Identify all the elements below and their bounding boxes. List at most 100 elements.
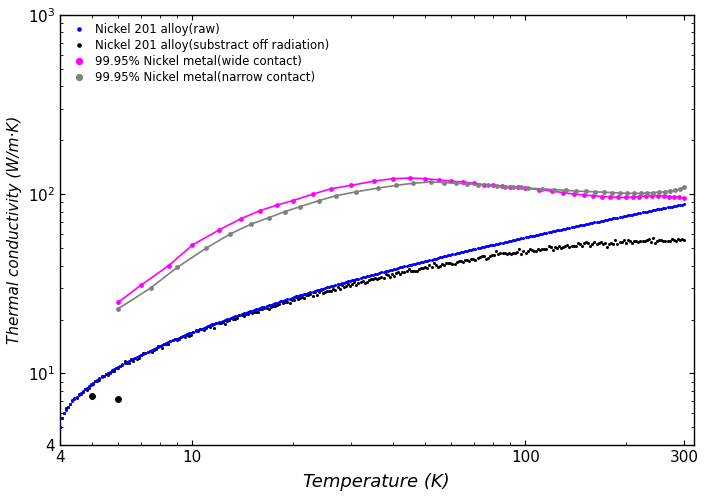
Nickel 201 alloy(substract off radiation): [621, 241, 630, 247]
99.95% Nickel metal(narrow contact): [660, 189, 669, 195]
99.95% Nickel metal(wide contact): [598, 194, 607, 200]
99.95% Nickel metal(wide contact): [448, 178, 456, 184]
99.95% Nickel metal(narrow contact): [202, 245, 211, 251]
Nickel 201 alloy(raw): [582, 221, 590, 227]
Nickel 201 alloy(substract off radiation): [56, 424, 64, 430]
99.95% Nickel metal(narrow contact): [676, 186, 684, 192]
99.95% Nickel metal(wide contact): [580, 192, 588, 198]
99.95% Nickel metal(wide contact): [570, 191, 578, 197]
99.95% Nickel metal(wide contact): [606, 194, 614, 200]
99.95% Nickel metal(narrow contact): [247, 221, 255, 227]
99.95% Nickel metal(narrow contact): [452, 180, 460, 186]
99.95% Nickel metal(wide contact): [614, 194, 622, 200]
99.95% Nickel metal(wide contact): [670, 194, 679, 200]
99.95% Nickel metal(wide contact): [489, 182, 497, 188]
Y-axis label: Thermal conductivity (W/m·K): Thermal conductivity (W/m·K): [7, 116, 22, 344]
99.95% Nickel metal(wide contact): [535, 187, 544, 193]
99.95% Nickel metal(wide contact): [675, 194, 684, 200]
99.95% Nickel metal(wide contact): [347, 182, 356, 188]
99.95% Nickel metal(wide contact): [214, 227, 223, 233]
99.95% Nickel metal(wide contact): [506, 184, 515, 190]
99.95% Nickel metal(narrow contact): [426, 179, 435, 185]
99.95% Nickel metal(narrow contact): [630, 190, 638, 196]
99.95% Nickel metal(narrow contact): [616, 190, 624, 196]
99.95% Nickel metal(narrow contact): [484, 182, 492, 188]
99.95% Nickel metal(wide contact): [188, 242, 197, 248]
99.95% Nickel metal(wide contact): [547, 188, 556, 194]
99.95% Nickel metal(wide contact): [635, 194, 643, 200]
Line: 99.95% Nickel metal(wide contact): 99.95% Nickel metal(wide contact): [116, 176, 686, 305]
Nickel 201 alloy(substract off radiation): [58, 415, 66, 421]
99.95% Nickel metal(wide contact): [514, 184, 522, 190]
99.95% Nickel metal(wide contact): [308, 191, 317, 197]
99.95% Nickel metal(wide contact): [369, 178, 378, 184]
99.95% Nickel metal(narrow contact): [509, 184, 518, 190]
99.95% Nickel metal(narrow contact): [655, 189, 663, 195]
Nickel 201 alloy(substract off radiation): [582, 239, 590, 245]
99.95% Nickel metal(wide contact): [589, 193, 597, 199]
99.95% Nickel metal(wide contact): [165, 262, 173, 268]
99.95% Nickel metal(wide contact): [389, 176, 397, 182]
99.95% Nickel metal(wide contact): [136, 282, 145, 288]
99.95% Nickel metal(narrow contact): [600, 189, 608, 195]
X-axis label: Temperature (K): Temperature (K): [303, 473, 450, 491]
99.95% Nickel metal(narrow contact): [281, 209, 289, 215]
99.95% Nickel metal(wide contact): [435, 177, 443, 183]
99.95% Nickel metal(wide contact): [459, 179, 467, 185]
99.95% Nickel metal(wide contact): [237, 216, 245, 222]
99.95% Nickel metal(narrow contact): [409, 180, 417, 186]
99.95% Nickel metal(narrow contact): [537, 186, 546, 192]
99.95% Nickel metal(narrow contact): [173, 264, 181, 270]
99.95% Nickel metal(narrow contact): [440, 180, 448, 186]
99.95% Nickel metal(wide contact): [648, 193, 656, 199]
99.95% Nickel metal(narrow contact): [501, 184, 510, 190]
Legend: Nickel 201 alloy(raw), Nickel 201 alloy(substract off radiation), 99.95% Nickel : Nickel 201 alloy(raw), Nickel 201 alloy(…: [66, 21, 332, 86]
Line: Nickel 201 alloy(substract off radiation): Nickel 201 alloy(substract off radiation…: [58, 237, 686, 428]
99.95% Nickel metal(wide contact): [288, 198, 297, 204]
Line: 99.95% Nickel metal(narrow contact): 99.95% Nickel metal(narrow contact): [116, 179, 686, 311]
99.95% Nickel metal(narrow contact): [332, 193, 340, 199]
99.95% Nickel metal(wide contact): [498, 183, 506, 189]
99.95% Nickel metal(narrow contact): [493, 183, 501, 189]
99.95% Nickel metal(wide contact): [421, 176, 429, 182]
99.95% Nickel metal(wide contact): [654, 193, 662, 199]
99.95% Nickel metal(narrow contact): [146, 285, 155, 291]
Nickel 201 alloy(raw): [621, 213, 630, 219]
Nickel 201 alloy(substract off radiation): [425, 262, 433, 268]
99.95% Nickel metal(wide contact): [642, 193, 650, 199]
99.95% Nickel metal(narrow contact): [296, 204, 304, 210]
99.95% Nickel metal(narrow contact): [649, 190, 658, 196]
99.95% Nickel metal(wide contact): [115, 299, 123, 305]
99.95% Nickel metal(wide contact): [256, 208, 264, 214]
99.95% Nickel metal(wide contact): [665, 194, 673, 200]
99.95% Nickel metal(narrow contact): [392, 182, 401, 188]
99.95% Nickel metal(narrow contact): [582, 188, 590, 194]
99.95% Nickel metal(wide contact): [680, 195, 689, 201]
99.95% Nickel metal(narrow contact): [550, 187, 559, 193]
Line: Nickel 201 alloy(raw): Nickel 201 alloy(raw): [58, 203, 686, 429]
99.95% Nickel metal(wide contact): [273, 202, 281, 208]
99.95% Nickel metal(narrow contact): [474, 182, 482, 188]
99.95% Nickel metal(narrow contact): [608, 190, 617, 196]
99.95% Nickel metal(wide contact): [660, 193, 668, 199]
99.95% Nickel metal(wide contact): [469, 180, 478, 186]
99.95% Nickel metal(narrow contact): [524, 185, 532, 191]
99.95% Nickel metal(narrow contact): [115, 306, 123, 312]
Nickel 201 alloy(raw): [58, 415, 66, 421]
99.95% Nickel metal(narrow contact): [373, 185, 382, 191]
99.95% Nickel metal(narrow contact): [315, 198, 323, 204]
Nickel 201 alloy(substract off radiation): [649, 235, 658, 241]
99.95% Nickel metal(narrow contact): [666, 188, 674, 194]
99.95% Nickel metal(wide contact): [479, 182, 488, 188]
99.95% Nickel metal(narrow contact): [591, 189, 600, 195]
99.95% Nickel metal(narrow contact): [561, 187, 570, 193]
Nickel 201 alloy(raw): [427, 256, 436, 262]
99.95% Nickel metal(wide contact): [629, 194, 637, 200]
99.95% Nickel metal(wide contact): [559, 190, 568, 196]
99.95% Nickel metal(narrow contact): [352, 189, 361, 195]
Nickel 201 alloy(raw): [680, 201, 689, 207]
99.95% Nickel metal(narrow contact): [636, 190, 645, 196]
99.95% Nickel metal(wide contact): [327, 186, 335, 192]
99.95% Nickel metal(narrow contact): [517, 184, 525, 190]
99.95% Nickel metal(wide contact): [406, 175, 414, 181]
